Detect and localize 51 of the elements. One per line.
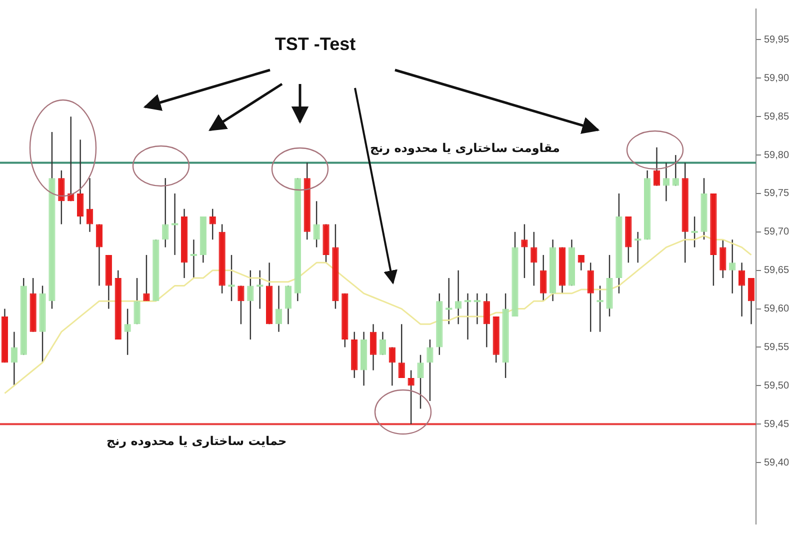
candlestick <box>379 331 386 356</box>
candlestick <box>313 200 320 248</box>
candlestick <box>398 324 405 379</box>
candlestick <box>58 170 65 225</box>
y-tick-label: 59,85 <box>764 111 790 122</box>
y-tick-label: 59,90 <box>764 72 790 84</box>
y-tick-label: 59,60 <box>764 304 790 315</box>
candlestick <box>578 254 584 271</box>
ref-line-label: مقاومت ساختاری یا محدوده رنج <box>370 140 560 155</box>
candlestick <box>10 331 18 386</box>
y-tick-label: 59,70 <box>764 226 790 238</box>
candlestick <box>540 254 547 302</box>
candlestick <box>162 178 169 248</box>
candlestick <box>662 162 670 202</box>
candlestick <box>738 262 746 318</box>
candlestick <box>209 208 216 240</box>
candlestick <box>408 370 414 425</box>
candlestick <box>455 270 462 325</box>
y-tick-label: 59,50 <box>764 380 790 392</box>
y-tick-label: 59,55 <box>764 342 790 353</box>
text: TST -Test <box>274 34 356 54</box>
candlestick <box>417 354 424 410</box>
candlestick <box>388 346 396 386</box>
candlestick <box>134 277 140 325</box>
y-tick-label: 59,95 <box>764 34 790 46</box>
candlestick <box>653 146 660 186</box>
candlestick <box>521 224 528 279</box>
candlestick <box>284 285 292 325</box>
y-tick-label: 59,40 <box>764 457 790 468</box>
candlestick <box>426 338 434 402</box>
candlestick <box>275 285 282 332</box>
candlestick <box>530 231 538 286</box>
candlestick <box>96 224 103 286</box>
y-tick-label: 59,45 <box>764 418 790 430</box>
candlestick <box>238 285 244 325</box>
candlestick <box>729 238 736 294</box>
candlestick <box>86 178 94 233</box>
candlestick <box>124 308 131 356</box>
candlestick <box>247 270 254 340</box>
candlestick <box>748 277 755 325</box>
y-tick-label: 59,65 <box>764 265 790 276</box>
candlestick <box>672 154 679 186</box>
candlestick <box>483 292 490 348</box>
candlestick <box>370 324 377 371</box>
candlestick <box>77 139 84 225</box>
candlestick <box>143 254 150 302</box>
candlestick <box>720 238 726 279</box>
y-tick-label: 59,80 <box>764 150 790 161</box>
y-tick-label: 59,75 <box>764 188 790 200</box>
candlestick <box>587 262 594 332</box>
ref-line-label: حمایت ساختاری یا محدوده رنج <box>106 434 287 448</box>
